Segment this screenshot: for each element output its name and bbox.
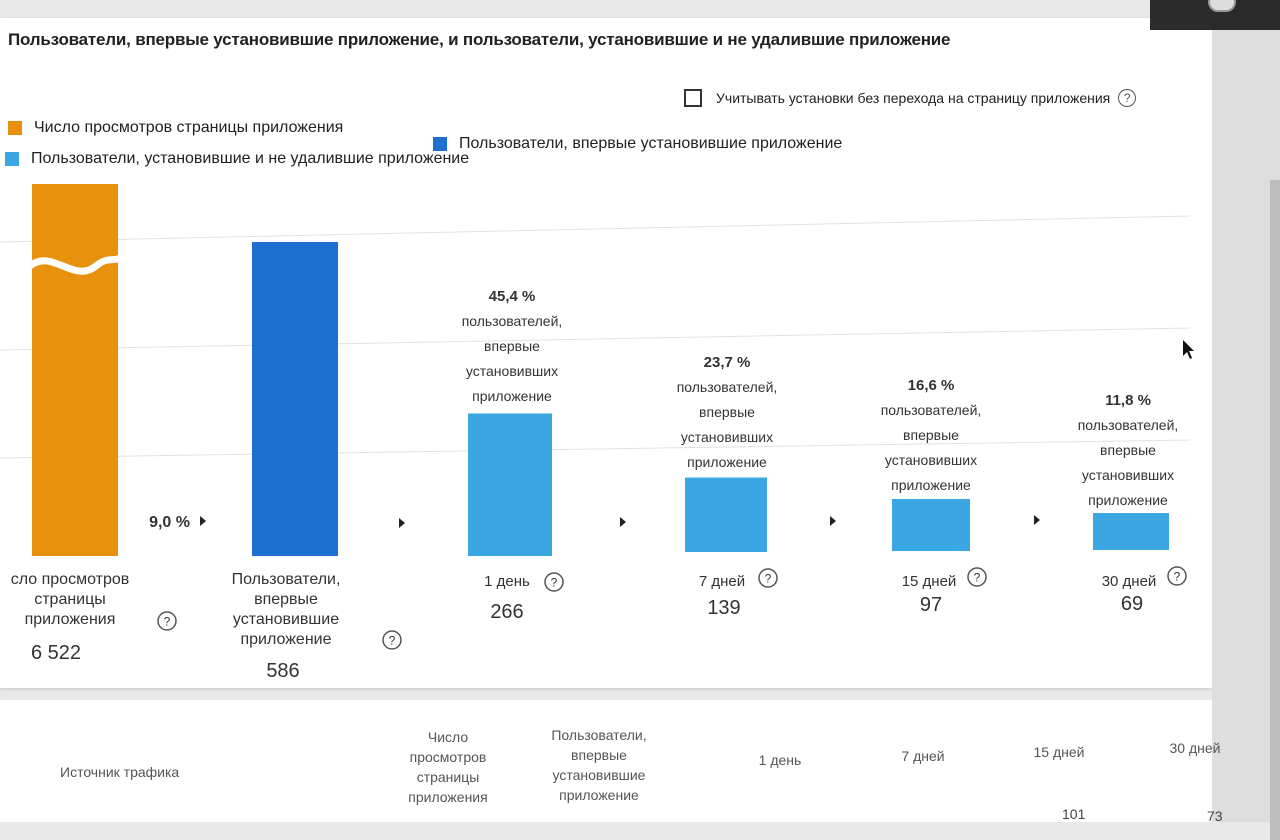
retention-caption-1: впервые bbox=[699, 404, 755, 420]
bar-5 bbox=[1093, 513, 1169, 550]
help-icon[interactable] bbox=[1167, 566, 1187, 586]
retention-percent-1: 23,7 % bbox=[704, 354, 751, 371]
value-label-0: 6 522 bbox=[31, 642, 81, 664]
chart-card bbox=[0, 18, 1212, 688]
retention-caption-0: впервые bbox=[484, 338, 540, 354]
legend-label-page-views: Число просмотров страницы приложения bbox=[34, 119, 344, 136]
category-label-0: сло просмотров bbox=[11, 571, 130, 588]
scrollbar[interactable] bbox=[1270, 180, 1280, 840]
header-7-days[interactable]: 7 дней bbox=[901, 748, 945, 764]
category-label-2: 1 день bbox=[484, 573, 530, 590]
category-label-0: приложения bbox=[25, 611, 116, 628]
gridline bbox=[0, 327, 1191, 351]
legend-swatch-first-installs bbox=[433, 137, 447, 151]
bar-2 bbox=[468, 413, 552, 556]
legend-label-retained: Пользователи, установившие и не удаливши… bbox=[31, 150, 470, 167]
value-label-3: 139 bbox=[707, 597, 740, 619]
legend-item-page-views: Число просмотров страницы приложения bbox=[8, 119, 343, 137]
retention-caption-0: приложение bbox=[472, 388, 552, 404]
help-icon-glyph: ? bbox=[551, 576, 558, 590]
window-toggle[interactable] bbox=[1208, 0, 1236, 12]
category-label-5: 30 дней bbox=[1102, 573, 1157, 590]
retention-caption-1: пользователей, bbox=[677, 379, 778, 395]
header-1-day[interactable]: 1 день bbox=[758, 752, 802, 768]
value-label-4: 97 bbox=[920, 594, 942, 616]
retention-caption-2: приложение bbox=[891, 477, 971, 493]
help-icon[interactable] bbox=[544, 572, 564, 592]
retention-caption-0: установивших bbox=[466, 363, 558, 379]
top-dark-area bbox=[1150, 0, 1280, 30]
axis-break-mark bbox=[27, 254, 122, 275]
bar-0 bbox=[32, 184, 118, 556]
help-icon-glyph: ? bbox=[974, 571, 981, 585]
retention-caption-2: пользователей, bbox=[881, 402, 982, 418]
retention-caption-3: пользователей, bbox=[1078, 417, 1179, 433]
value-label-2: 266 bbox=[490, 601, 523, 623]
include-installs-option[interactable]: Учитывать установки без перехода на стра… bbox=[684, 89, 1137, 107]
category-label-1: впервые bbox=[254, 591, 318, 608]
header-30-days[interactable]: 30 дней bbox=[1169, 740, 1221, 756]
value-label-1: 586 bbox=[266, 660, 299, 682]
header-first-installs[interactable]: Пользователи, впервые установившие прило… bbox=[551, 727, 647, 803]
include-installs-label: Учитывать установки без перехода на стра… bbox=[716, 90, 1111, 106]
retention-caption-3: впервые bbox=[1100, 442, 1156, 458]
header-traffic-source[interactable]: Источник трафика bbox=[60, 764, 180, 780]
arrow-icon bbox=[830, 516, 836, 526]
retention-caption-1: установивших bbox=[681, 429, 773, 445]
mouse-cursor-icon bbox=[1183, 340, 1194, 359]
chart-title: Пользователи, впервые установившие прило… bbox=[8, 30, 951, 49]
legend-item-retained: Пользователи, установившие и не удаливши… bbox=[5, 150, 469, 168]
traffic-source-table: Источник трафика Число просмотров страни… bbox=[0, 700, 1223, 824]
retention-percent-0: 45,4 % bbox=[489, 288, 536, 305]
retention-caption-2: впервые bbox=[903, 427, 959, 443]
arrow-icon bbox=[399, 518, 405, 528]
funnel-chart: сло просмотров страницы приложения Пользова… bbox=[0, 184, 1194, 682]
value-label-5: 69 bbox=[1121, 593, 1143, 615]
help-icon[interactable] bbox=[157, 611, 177, 631]
arrow-icon bbox=[1034, 515, 1040, 525]
help-icon-glyph: ? bbox=[1174, 570, 1181, 584]
arrow-icon bbox=[200, 516, 206, 526]
legend-item-first-installs: Пользователи, впервые установившие прило… bbox=[433, 135, 842, 153]
gridline bbox=[0, 215, 1191, 243]
retention-caption-3: установивших bbox=[1082, 467, 1174, 483]
table-cell-15-days: 101 bbox=[1062, 806, 1086, 822]
help-icon-glyph: ? bbox=[389, 634, 396, 648]
arrow-icon bbox=[620, 517, 626, 527]
category-label-3: 7 дней bbox=[699, 573, 745, 590]
help-icon[interactable] bbox=[382, 630, 402, 650]
category-label-1: Пользователи, bbox=[232, 571, 341, 588]
bar-1 bbox=[252, 242, 338, 556]
legend-swatch-retained bbox=[5, 152, 19, 166]
retention-caption-1: приложение bbox=[687, 454, 767, 470]
help-icon-glyph: ? bbox=[164, 615, 171, 629]
category-label-1: установившие bbox=[233, 611, 339, 628]
header-15-days[interactable]: 15 дней bbox=[1033, 744, 1085, 760]
category-label-4: 15 дней bbox=[902, 573, 957, 590]
right-panel bbox=[1212, 30, 1280, 840]
bar-3 bbox=[685, 477, 767, 552]
header-page-views[interactable]: Число просмотров страницы приложения bbox=[408, 729, 488, 805]
retention-percent-2: 16,6 % bbox=[908, 377, 955, 394]
conversion-label: 9,0 % bbox=[149, 514, 190, 531]
help-icon[interactable] bbox=[967, 567, 987, 587]
retention-caption-3: приложение bbox=[1088, 492, 1168, 508]
retention-caption-0: пользователей, bbox=[462, 313, 563, 329]
legend-label-first-installs: Пользователи, впервые установившие прило… bbox=[459, 135, 843, 152]
retention-percent-3: 11,8 % bbox=[1105, 392, 1151, 409]
retention-caption-2: установивших bbox=[885, 452, 977, 468]
include-installs-checkbox[interactable] bbox=[684, 89, 702, 107]
gridline bbox=[0, 439, 1191, 459]
category-label-0: страницы bbox=[34, 591, 106, 608]
legend-swatch-page-views bbox=[8, 121, 22, 135]
help-icon[interactable] bbox=[758, 568, 778, 588]
table-cell-30-days: 73 bbox=[1207, 808, 1223, 824]
bar-4 bbox=[892, 499, 970, 551]
help-icon-glyph: ? bbox=[765, 572, 772, 586]
category-label-1: приложение bbox=[240, 631, 331, 648]
help-icon[interactable]: ? bbox=[1118, 89, 1137, 107]
